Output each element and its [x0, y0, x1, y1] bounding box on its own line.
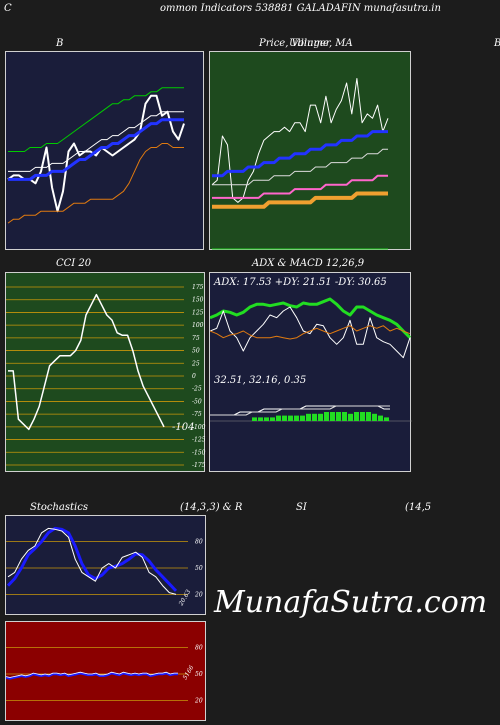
left-letter: C [4, 3, 12, 14]
macd-histogram-bar [366, 412, 371, 421]
rsi-rsi_thin-line [6, 671, 178, 678]
page-title: ommon Indicators 538881 GALADAFIN munafa… [160, 3, 441, 14]
cci-tick-label: -25 [192, 386, 202, 393]
rsi-last-value: 5166 [182, 664, 196, 681]
bollinger-plot [7, 87, 185, 224]
bollinger-price-line [7, 94, 185, 213]
price-ma-plot [211, 78, 389, 250]
stoch-params: (14,3,3) & R [180, 502, 243, 513]
cci-tick-label: -50 [192, 398, 202, 405]
macd-histogram-bar [264, 417, 269, 421]
adx-macd-plot [210, 297, 412, 422]
stoch-tick-label: 50 [195, 565, 203, 572]
adx-adx-line [210, 297, 412, 339]
macd-histogram-bar [336, 412, 341, 421]
macd-histogram-bar [312, 413, 317, 421]
stoch-tick-label: 20 [194, 591, 203, 598]
macd-signal-line [210, 405, 390, 416]
price-ma-price-line [211, 78, 389, 203]
rsi-tick-label: 20 [194, 697, 203, 704]
adx-plus_di-line [210, 306, 411, 359]
cci-tick-label: 25 [191, 360, 200, 367]
cci-tick-label: 75 [192, 335, 200, 342]
stoch-d-line [6, 526, 178, 592]
bollinger-middle-line [8, 118, 184, 181]
rsi-tick-label: 80 [195, 645, 203, 652]
macd-histogram-bar [384, 417, 389, 421]
bollinger-lower-line [7, 143, 184, 224]
macd-histogram-bar [258, 417, 263, 421]
macd-histogram-bar [276, 415, 281, 421]
bollinger-chart [5, 51, 204, 250]
macd-histogram-bar [300, 415, 305, 421]
macd-histogram-bar [270, 417, 275, 421]
macd-histogram-bar [288, 415, 293, 421]
macd-histogram-bar [354, 412, 359, 421]
cci-plot: 175 150 125 100 75 50 25 0 -25 -50 -75 -100 -125 -150… [6, 284, 206, 469]
macd-histogram-bar [348, 413, 353, 421]
price-ma-ma_pink-line [212, 174, 388, 199]
edge-letter: B [494, 38, 500, 49]
rsi-title: SI [296, 502, 307, 513]
cci-tick-label: -175 [192, 462, 206, 469]
stoch-title: Stochastics [30, 502, 88, 513]
cci-tick-label: 100 [192, 322, 204, 329]
macd-histogram-bar [318, 413, 323, 421]
rsi-params: (14,5 [405, 502, 432, 513]
price-ma-ma_white-line [212, 148, 388, 186]
watermark: MunafaSutra.com [214, 585, 488, 620]
bollinger-upper-line [8, 87, 184, 152]
macd-histogram-bar [342, 412, 347, 421]
cci-last-value: -104 [172, 422, 194, 433]
adx-minus_di-line [210, 325, 411, 340]
cci-title: CCI 20 [56, 258, 92, 269]
cci-tick-label: 0 [192, 373, 196, 380]
price-ma-title: Price, Volume, MA [259, 38, 353, 49]
cci-tick-label: -125 [192, 437, 206, 444]
cci-tick-label: 175 [192, 284, 204, 291]
macd-histogram-bar [324, 412, 329, 421]
cci-tick-label: -100 [192, 424, 206, 431]
macd-histogram-bar [330, 412, 335, 421]
stoch-k-line [7, 527, 177, 595]
adx-macd-title: ADX & MACD 12,26,9 [252, 258, 365, 269]
stoch-tick-label: 80 [195, 539, 203, 546]
macd-histogram-bar [306, 413, 311, 421]
bollinger-title: B [56, 38, 64, 49]
macd-histogram-bar [282, 415, 287, 421]
cci-line [8, 293, 165, 431]
cci-tick-label: -75 [192, 411, 202, 418]
macd-histogram-bar [372, 413, 377, 421]
macd-values: 32.51, 32.16, 0.35 [214, 375, 307, 386]
price-ma-ma_blue-line [212, 130, 388, 178]
stoch-chart: 80 50 20 20.63 [5, 515, 206, 615]
rsi-plot: 80 50 20 5166 [6, 645, 203, 704]
price-ma-ma_orange-line [212, 191, 388, 209]
cci-tick-label: 50 [192, 348, 200, 355]
rsi-chart: 80 50 20 5166 [5, 621, 206, 721]
cci-tick-label: 125 [192, 309, 204, 316]
macd-histogram-bar [294, 415, 299, 421]
macd-histogram-bar [252, 417, 257, 421]
macd-histogram-bar [360, 412, 365, 421]
stoch-last-value: 20.63 [177, 588, 192, 607]
macd-histogram-bar [378, 415, 383, 421]
adx-macd-chart: ADX: 17.53 +DY: 21.51 -DY: 30.65 32.51, … [209, 272, 412, 472]
rsi-rsi-line [6, 671, 178, 680]
cci-tick-label: 150 [192, 297, 204, 304]
cci-tick-label: -150 [192, 449, 206, 456]
rsi-tick-label: 50 [195, 671, 203, 678]
cci-chart: 175 150 125 100 75 50 25 0 -25 -50 -75 -100 -125 -150… [5, 272, 206, 472]
adx-values: ADX: 17.53 +DY: 21.51 -DY: 30.65 [214, 277, 387, 288]
price-ma-chart [209, 51, 411, 250]
bollinger-middle-upper-edge [8, 111, 184, 172]
price-ma-overlay-label: Ullinger [289, 38, 331, 49]
